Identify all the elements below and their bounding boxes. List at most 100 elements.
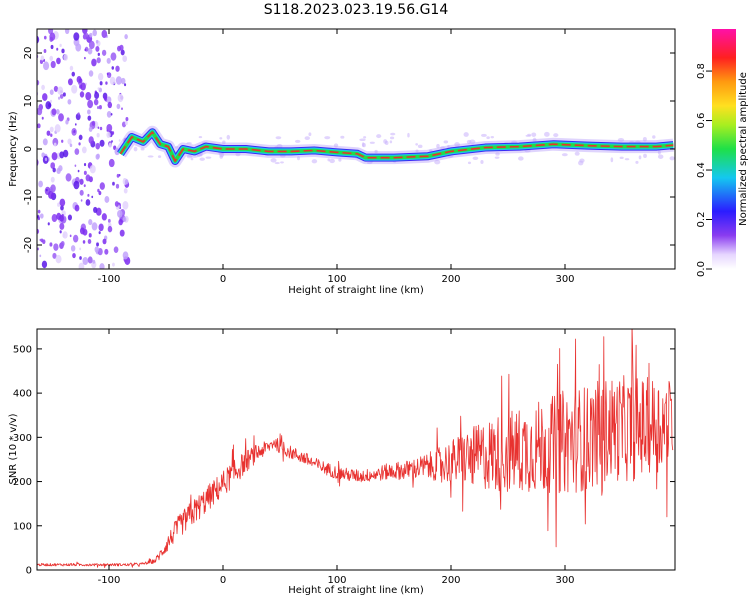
noise-speckle [56,57,61,65]
noise-speckle [53,85,59,92]
noise-speckle [39,254,42,258]
x-tick-label: 300 [555,274,574,285]
noise-speckle [122,201,129,210]
noise-speckle [87,193,90,197]
snr-x-label: Height of straight line (km) [288,585,424,596]
halo-speckle [417,144,423,148]
noise-speckle [124,34,128,40]
noise-speckle [60,240,65,247]
noise-speckle [116,173,120,178]
noise-speckle [112,181,115,186]
x-tick-label: 100 [327,274,346,285]
noise-speckle [97,72,104,81]
noise-speckle [87,109,91,115]
colorbar: 0.0 0.2 0.4 0.6 0.8 Normalized spectral ampl… [696,29,749,277]
noise-speckle [67,214,73,221]
noise-speckle [45,101,52,110]
noise-speckle [106,131,111,138]
noise-speckle [37,79,40,86]
noise-speckle [88,136,94,144]
noise-speckle [115,65,120,72]
noise-speckle [56,167,61,175]
noise-speckle [94,91,100,100]
halo-speckle [276,143,283,149]
noise-speckle [87,256,93,264]
noise-speckle [37,228,40,234]
noise-speckle [40,55,45,61]
noise-speckle [87,238,92,245]
noise-speckle [110,52,117,61]
noise-speckle [115,183,120,189]
colorbar-ticks: 0.0 0.2 0.4 0.6 0.8 [696,63,712,277]
halo-speckle [494,156,500,159]
noise-speckle [98,231,101,235]
halo-speckle [190,157,194,161]
halo-speckle [490,135,494,139]
noise-speckle [67,78,73,86]
halo-speckle [652,135,656,139]
colorbar-label: Normalized spectral amplitude [738,72,749,226]
noise-speckle [52,252,57,259]
noise-speckle [117,93,124,103]
noise-speckle [97,126,100,129]
noise-speckle [70,245,76,252]
noise-speckle [83,163,87,167]
noise-speckle [84,48,87,52]
noise-speckle [95,142,101,150]
halo-speckle [133,146,138,152]
halo-speckle [333,143,339,148]
noise-speckle [125,117,129,122]
halo-speckle [553,133,559,138]
halo-speckle [642,136,647,142]
noise-speckle [74,164,77,167]
noise-speckle [58,113,64,122]
halo-speckle [440,146,445,150]
noise-speckle [46,130,51,136]
noise-speckle [73,180,80,190]
noise-speckle [106,123,113,133]
noise-speckle [97,52,100,57]
noise-speckle [59,198,66,207]
noise-speckle [50,176,55,183]
noise-speckle [96,153,100,159]
noise-speckle [37,91,39,96]
noise-speckle [114,147,120,156]
halo-speckle [384,140,389,146]
noise-speckle [41,116,44,120]
halo-speckle [447,145,450,148]
noise-speckle [113,246,119,254]
noise-speckle [105,81,108,85]
halo-speckle [304,136,310,141]
noise-speckle [112,262,115,267]
noise-speckle [101,49,107,56]
halo-speckle [226,134,231,140]
halo-speckle [222,140,226,145]
noise-speckle [49,242,53,247]
halo-speckle [390,132,396,136]
noise-speckle [117,210,123,218]
noise-speckle [92,259,96,264]
noise-speckle [107,101,113,109]
colorbar-tick-label: 0.4 [696,162,707,178]
halo-speckle [463,132,469,137]
snr-series-line [37,329,674,568]
noise-speckle [59,230,62,234]
noise-speckle [74,123,77,126]
noise-speckle [82,256,89,266]
noise-speckle [56,47,59,51]
noise-speckle [53,142,57,147]
snr-x-ticks: -100 0 100 200 300 [98,329,575,586]
noise-speckle [69,234,72,238]
noise-speckle [93,98,99,106]
noise-speckle [71,84,78,94]
noise-speckle [84,56,86,60]
halo-speckle [657,150,661,155]
noise-speckle [45,188,48,192]
noise-speckle [79,247,82,251]
y-tick-label: -10 [23,189,34,205]
noise-speckle [88,219,93,226]
noise-speckle [71,71,75,77]
noise-speckle [73,130,76,133]
noise-speckle [99,182,105,190]
halo-speckle [527,133,532,136]
